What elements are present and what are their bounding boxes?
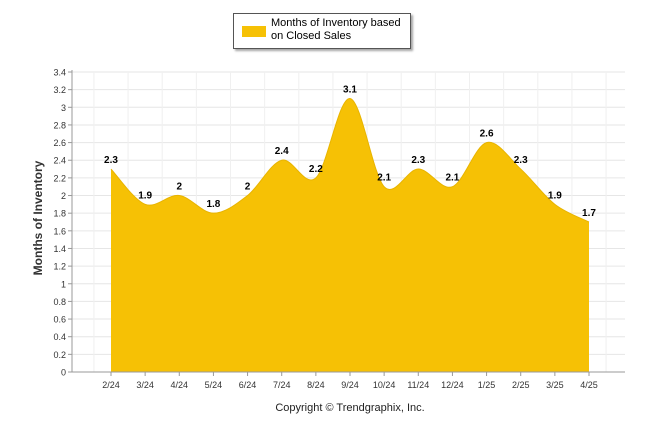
area-series-fill <box>111 98 589 373</box>
x-tick-label: 4/25 <box>580 380 598 390</box>
x-tick-label: 5/24 <box>205 380 223 390</box>
x-tick-label: 11/24 <box>407 380 429 390</box>
y-tick-label: 0.8 <box>53 297 66 307</box>
area-series-line <box>110 97 590 223</box>
data-label: 1.9 <box>548 190 562 201</box>
data-label: 2.6 <box>480 129 494 140</box>
data-label: 2.3 <box>514 155 528 166</box>
x-tick-label: 3/25 <box>546 380 564 390</box>
data-label: 2.1 <box>445 173 459 184</box>
x-tick-label: 12/24 <box>441 380 464 390</box>
data-label: 2.2 <box>309 164 323 175</box>
y-tick-label: 1.2 <box>53 262 66 272</box>
copyright-text: Copyright © Trendgraphix, Inc. <box>275 402 425 414</box>
data-label: 2.3 <box>411 155 425 166</box>
x-tick-label: 1/25 <box>478 380 496 390</box>
y-axis-title: Months of Inventory <box>31 160 45 276</box>
data-label: 1.9 <box>138 190 152 201</box>
data-label: 2 <box>177 182 183 193</box>
data-label: 2.1 <box>377 173 391 184</box>
data-label: 1.8 <box>206 199 220 210</box>
x-tick-label: 4/24 <box>171 380 189 390</box>
y-tick-label: 2.8 <box>53 120 66 130</box>
data-label: 2.3 <box>104 155 118 166</box>
y-tick-label: 1 <box>61 279 66 289</box>
data-label: 3.1 <box>343 84 357 95</box>
x-tick-label: 2/24 <box>102 380 120 390</box>
y-tick-label: 3.2 <box>53 85 66 95</box>
y-tick-label: 2.6 <box>53 138 66 148</box>
data-label: 2.4 <box>275 146 289 157</box>
legend-label: Months of Inventory based on Closed Sale… <box>271 17 401 42</box>
y-tick-label: 3 <box>61 103 66 113</box>
data-label: 2 <box>245 182 251 193</box>
y-tick-label: 2 <box>61 191 66 201</box>
data-label: 1.7 <box>582 208 596 219</box>
y-tick-label: 1.4 <box>53 244 66 254</box>
x-tick-label: 9/24 <box>341 380 359 390</box>
y-tick-label: 0 <box>61 368 66 378</box>
x-tick-label: 10/24 <box>373 380 396 390</box>
y-tick-label: 3.4 <box>53 68 66 78</box>
x-tick-label: 6/24 <box>239 380 257 390</box>
x-tick-label: 3/24 <box>136 380 154 390</box>
y-tick-label: 0.2 <box>53 350 66 360</box>
y-tick-label: 1.8 <box>53 209 66 219</box>
x-tick-label: 2/25 <box>512 380 530 390</box>
y-tick-label: 2.2 <box>53 173 66 183</box>
y-tick-label: 0.4 <box>53 332 66 342</box>
y-tick-label: 1.6 <box>53 226 66 236</box>
x-tick-label: 8/24 <box>307 380 325 390</box>
legend: Months of Inventory based on Closed Sale… <box>233 13 411 49</box>
x-tick-label: 7/24 <box>273 380 291 390</box>
y-tick-label: 2.4 <box>53 156 66 166</box>
legend-swatch <box>242 26 266 37</box>
y-tick-label: 0.6 <box>53 315 66 325</box>
